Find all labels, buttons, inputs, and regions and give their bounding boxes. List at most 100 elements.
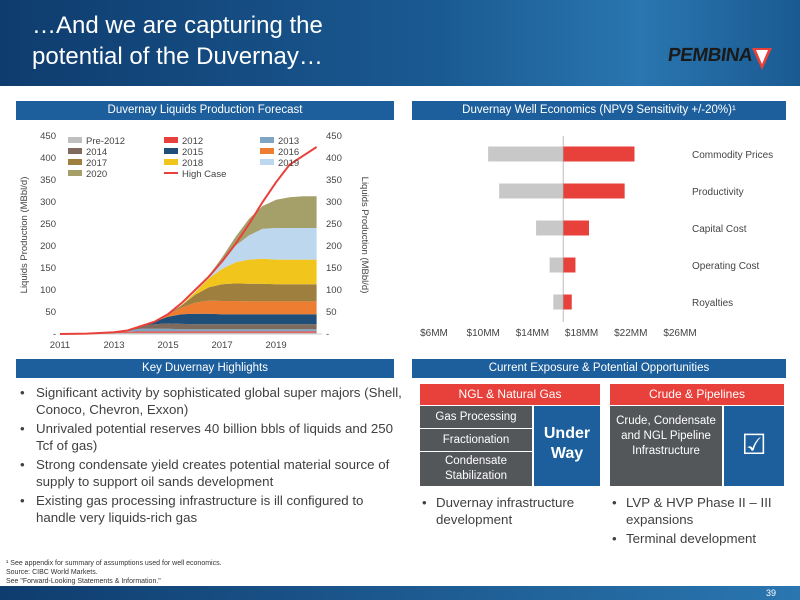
ngl-header: NGL & Natural Gas: [420, 384, 600, 405]
area-series: [60, 283, 317, 334]
area-series: [60, 328, 317, 334]
x-tick-label: $14MM: [516, 328, 549, 339]
well-economics-chart: Commodity Prices Productivity Capital Cost…: [420, 136, 773, 339]
crude-bullet-item: LVP & HVP Phase II – III expansions: [608, 494, 788, 528]
sensitivity-category-label: Productivity: [692, 187, 744, 198]
highlight-item: Existing gas processing infrastructure i…: [16, 493, 406, 526]
pembina-logo: PEMBINA: [666, 44, 772, 74]
y-tick-label-right: 150: [326, 263, 342, 274]
y-axis-title-right: Liquids Production (MBbl/d): [359, 177, 370, 294]
x-tick-label: 2013: [103, 340, 124, 351]
x-tick-label: $6MM: [420, 328, 448, 339]
high-case-line: [59, 146, 318, 335]
crude-bullets: LVP & HVP Phase II – III expansions Term…: [608, 494, 788, 549]
y-tick-label: 200: [40, 241, 56, 252]
page-number: 39: [765, 588, 776, 598]
legend-label: 2018: [182, 158, 203, 169]
y-tick-label-right: 300: [326, 197, 342, 208]
fractionation-box: Fractionation: [420, 429, 532, 451]
legend-swatch: [68, 137, 82, 143]
legend-swatch: [68, 170, 82, 176]
checkbox-checked-icon: ☑: [724, 406, 784, 486]
sensitivity-category-label: Royalties: [692, 298, 733, 309]
logo-mark: [752, 48, 772, 70]
crude-pipeline-box: Crude, Condensate and NGL Pipeline Infra…: [610, 406, 722, 486]
x-tick-label: $18MM: [565, 328, 598, 339]
area-series: [60, 196, 317, 334]
legend-label: 2020: [86, 169, 107, 180]
low-case-bar: [553, 294, 564, 310]
crude-bullet-item: Terminal development: [608, 530, 788, 547]
high-case-bar: [563, 183, 625, 199]
x-tick-label: $22MM: [614, 328, 647, 339]
low-case-bar: [549, 257, 564, 273]
low-case-bar: [536, 220, 564, 236]
area-series: [60, 323, 317, 334]
y-tick-label-right: 450: [326, 131, 342, 142]
y-tick-label-right: 250: [326, 219, 342, 230]
area-series: [60, 228, 317, 334]
economics-section-title: Duvernay Well Economics (NPV9 Sensitivit…: [412, 101, 786, 120]
footnote-forward-looking: See "Forward-Looking Statements & Inform…: [6, 578, 161, 585]
footer-band: [0, 586, 800, 600]
high-case-bar: [563, 220, 589, 236]
legend-swatch: [164, 159, 178, 165]
y-tick-label-right: 100: [326, 285, 342, 296]
x-tick-label: $26MM: [663, 328, 696, 339]
crude-header: Crude & Pipelines: [610, 384, 784, 405]
highlight-item: Significant activity by sophisticated gl…: [16, 385, 406, 418]
highlight-item: Strong condensate yield creates potentia…: [16, 457, 406, 490]
under-way-badge: Under Way: [534, 406, 600, 486]
logo-text: PEMBINA: [666, 45, 754, 66]
legend-label: 2019: [278, 158, 299, 169]
y-tick-label: 450: [40, 131, 56, 142]
legend-label: 2012: [182, 136, 203, 147]
y-tick-label-right: -: [326, 329, 329, 340]
y-tick-label: -: [53, 329, 56, 340]
y-tick-label: 150: [40, 263, 56, 274]
legend-label: 2014: [86, 147, 107, 158]
high-case-bar: [563, 257, 576, 273]
x-tick-label: 2015: [157, 340, 178, 351]
y-tick-label-right: 50: [326, 307, 337, 318]
legend-label: 2016: [278, 147, 299, 158]
highlights-section-title: Key Duvernay Highlights: [16, 359, 394, 378]
high-case-bar: [563, 146, 635, 162]
low-case-bar: [488, 146, 564, 162]
ngl-bullet-item: Duvernay infrastructure development: [418, 494, 604, 528]
y-tick-label: 50: [45, 307, 56, 318]
y-axis-title: Liquids Production (MBbl/d): [19, 177, 30, 294]
header-banner: …And we are capturing the potential of t…: [0, 0, 800, 86]
y-tick-label: 100: [40, 285, 56, 296]
high-case-bar: [563, 294, 572, 310]
highlight-item: Unrivaled potential reserves 40 billion …: [16, 421, 406, 454]
legend-swatch: [164, 137, 178, 143]
x-tick-label: 2019: [266, 340, 287, 351]
x-tick-label: 2017: [211, 340, 232, 351]
low-case-bar: [499, 183, 564, 199]
area-series: [60, 300, 317, 334]
highlights-list: Significant activity by sophisticated gl…: [16, 385, 406, 529]
ngl-bullets: Duvernay infrastructure development: [418, 494, 604, 530]
y-tick-label-right: 400: [326, 153, 342, 164]
x-tick-label: 2011: [50, 340, 70, 351]
footnote-assumptions: ¹ See appendix for summary of assumption…: [6, 560, 222, 567]
legend-swatch: [164, 148, 178, 154]
y-tick-label: 250: [40, 219, 56, 230]
legend-swatch: [260, 159, 274, 165]
production-forecast-chart: - - 50 50 100 100 150 150 200 200 250 250 300 300 350 3…: [19, 131, 370, 351]
y-tick-label: 350: [40, 175, 56, 186]
legend-swatch: [260, 137, 274, 143]
legend-label: Pre-2012: [86, 136, 125, 147]
y-tick-label: 300: [40, 197, 56, 208]
x-tick-label: $10MM: [467, 328, 500, 339]
page-title: …And we are capturing the potential of t…: [32, 12, 323, 70]
sensitivity-category-label: Commodity Prices: [692, 150, 773, 161]
y-tick-label-right: 200: [326, 241, 342, 252]
area-series: [60, 258, 317, 334]
legend-swatch: [260, 148, 274, 154]
legend-label: 2013: [278, 136, 299, 147]
condensate-stabilization-box: Condensate Stabilization: [420, 452, 532, 486]
footnote-source: Source: CIBC World Markets.: [6, 569, 98, 576]
legend-label: High Case: [182, 169, 226, 180]
